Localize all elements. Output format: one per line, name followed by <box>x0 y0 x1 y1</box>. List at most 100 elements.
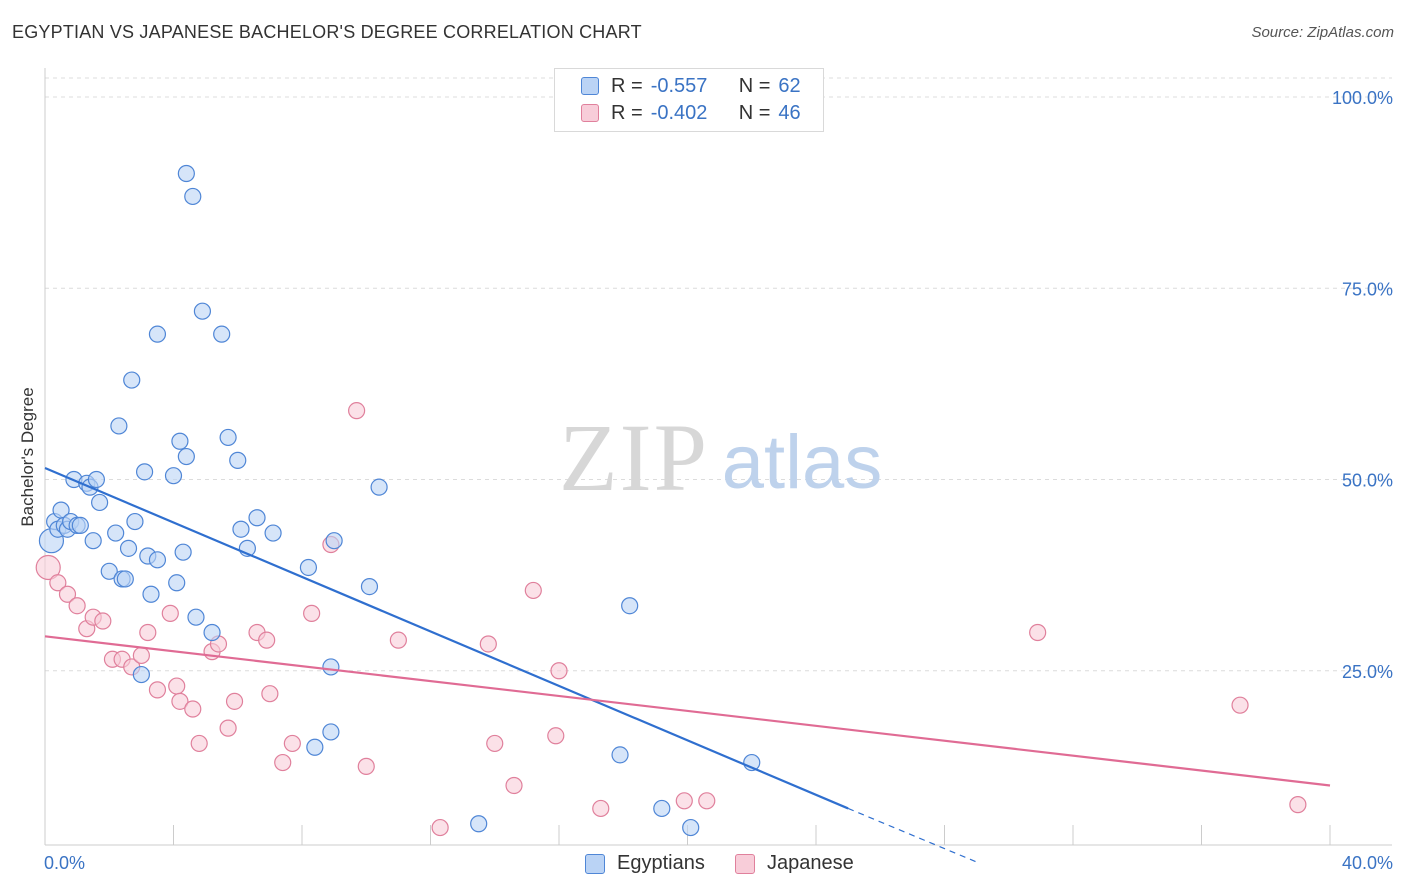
egyptians-point <box>71 516 89 535</box>
egyptians-point <box>219 428 237 447</box>
japanese-point <box>148 681 167 699</box>
japanese-point <box>94 612 112 630</box>
legend-n-value: 46 <box>778 101 801 124</box>
japanese-point <box>486 734 504 753</box>
y-tick-label: 25.0% <box>1342 662 1393 682</box>
egyptians-point <box>123 371 141 389</box>
legend-n-value: 62 <box>778 74 801 97</box>
japanese-point <box>1029 623 1047 642</box>
egyptians-point <box>132 665 150 684</box>
japanese-point <box>49 574 67 592</box>
egyptians-point <box>611 746 629 764</box>
japanese-point <box>258 631 276 649</box>
chart-title: EGYPTIAN VS JAPANESE BACHELOR'S DEGREE C… <box>12 22 642 42</box>
japanese-point <box>1231 696 1249 714</box>
axis-labels: 25.0% 50.0% 75.0% 100.0% 0.0% 40.0% Bachelor's… <box>18 88 1393 873</box>
legend-n-label: N = <box>738 74 771 97</box>
japanese-point <box>303 604 321 622</box>
x-tick-label-min: 0.0% <box>44 853 85 873</box>
legend-r-label: R = <box>611 74 643 97</box>
legend-r-value: -0.557 <box>650 74 708 97</box>
legend-r-label: R = <box>611 101 643 124</box>
watermark-atlas: atlas <box>722 420 883 505</box>
japanese-point <box>184 700 202 718</box>
egyptians-point <box>370 478 388 496</box>
trend-line-japanese <box>44 635 1331 787</box>
egyptians-point <box>229 451 247 469</box>
egyptians-point <box>174 543 192 561</box>
egyptians-point <box>232 520 250 538</box>
japanese-point <box>132 646 150 665</box>
japanese-point <box>698 792 716 810</box>
japanese-point <box>675 792 693 810</box>
egyptians-point <box>107 524 125 542</box>
japanese-point <box>261 685 279 703</box>
japanese-point <box>171 692 189 710</box>
legend-label-japanese: Japanese <box>767 852 854 874</box>
japanese-point <box>58 585 77 603</box>
egyptians-point <box>682 818 700 837</box>
legend-item-egyptians[interactable]: Egyptians <box>585 852 705 875</box>
egyptians-point <box>322 723 340 741</box>
legend-swatch-japanese <box>581 104 599 122</box>
legend-swatch-egyptians <box>585 853 605 874</box>
egyptians-point <box>264 524 282 542</box>
egyptians-point <box>193 302 212 320</box>
egyptians-point <box>142 585 160 603</box>
japanese-point <box>547 727 565 745</box>
egyptians-point <box>306 738 324 756</box>
egyptians-point <box>187 608 205 626</box>
trend-line-egyptians <box>44 467 849 810</box>
japanese-point <box>139 623 157 642</box>
egyptians-point <box>177 164 195 183</box>
series-legend: Egyptians Japanese <box>0 852 1406 876</box>
y-tick-label: 100.0% <box>1332 88 1393 108</box>
japanese-point <box>283 734 301 753</box>
japanese-point <box>161 604 179 622</box>
egyptians-point <box>119 539 138 557</box>
y-tick-label: 50.0% <box>1342 471 1393 491</box>
grid-lines <box>45 77 1392 672</box>
japanese-point <box>592 799 610 818</box>
japanese-point <box>550 662 568 680</box>
axes <box>44 68 1392 846</box>
egyptians-point <box>171 432 189 450</box>
y-tick-label: 75.0% <box>1342 279 1393 299</box>
egyptians-point <box>126 512 144 531</box>
egyptians-point <box>360 577 379 596</box>
egyptians-point <box>84 532 102 550</box>
japanese-point <box>190 734 208 753</box>
source-label: Source: ZipAtlas.com <box>1251 24 1394 41</box>
trend-lines <box>44 467 1331 863</box>
legend-row-japanese: R = -0.402 N = 46 <box>581 100 801 126</box>
japanese-point <box>505 776 523 795</box>
egyptians-point <box>164 467 183 485</box>
egyptians-point <box>100 562 118 580</box>
egyptians-point <box>184 187 202 206</box>
japanese-point <box>225 692 244 710</box>
legend-swatch-egyptians <box>581 77 599 95</box>
japanese-point <box>35 554 61 581</box>
egyptians-point <box>168 574 186 592</box>
trend-line-extension-egyptians <box>847 807 977 863</box>
legend-row-egyptians: R = -0.557 N = 62 <box>581 73 801 99</box>
egyptians-point <box>322 658 340 676</box>
y-axis-title: Bachelor's Degree <box>18 387 37 526</box>
watermark-zip: ZIP <box>559 404 709 511</box>
japanese-point <box>479 635 497 653</box>
egyptians-point <box>653 799 671 818</box>
japanese-point <box>524 581 542 600</box>
legend-item-japanese[interactable]: Japanese <box>735 852 854 875</box>
egyptians-point <box>116 570 134 588</box>
japanese-point <box>168 677 186 695</box>
egyptians-point <box>470 815 488 833</box>
japanese-point <box>357 757 375 775</box>
japanese-point <box>431 818 449 837</box>
egyptians-point <box>135 463 154 481</box>
egyptians-point <box>110 417 128 435</box>
egyptians-point <box>203 623 221 642</box>
egyptians-point <box>91 493 109 512</box>
legend-label-egyptians: Egyptians <box>617 852 705 874</box>
japanese-point <box>348 402 366 420</box>
japanese-point <box>1289 796 1307 814</box>
